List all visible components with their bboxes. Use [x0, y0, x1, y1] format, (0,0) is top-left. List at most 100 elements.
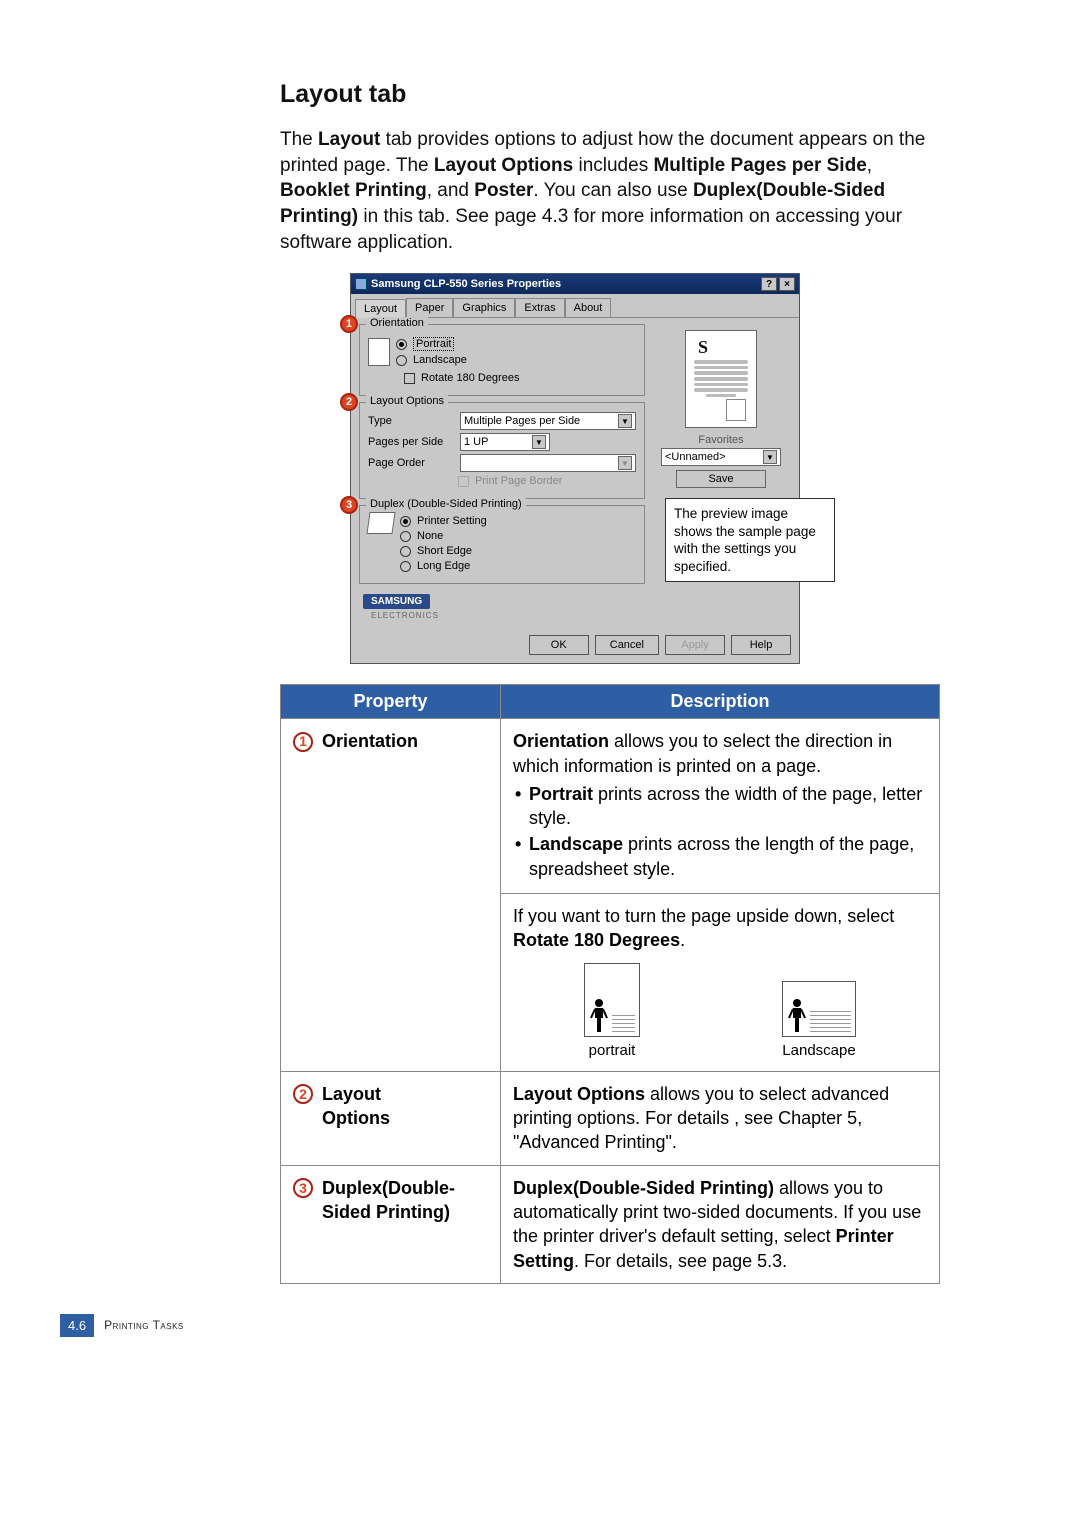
- brand-strip: SAMSUNG ELECTRONICS: [359, 590, 645, 621]
- chevron-down-icon: ▼: [532, 435, 546, 449]
- radio-portrait[interactable]: [396, 339, 407, 350]
- row3-name: Duplex(Double-Sided Printing): [322, 1176, 455, 1225]
- tab-strip: Layout Paper Graphics Extras About: [351, 294, 799, 318]
- tab-paper[interactable]: Paper: [406, 298, 453, 317]
- intro-t6: . You can also use: [533, 180, 693, 201]
- rotate-label: Rotate 180 Degrees: [421, 372, 519, 384]
- intro-t1: The: [280, 129, 318, 150]
- duplex-icon: [366, 512, 395, 534]
- intro-t4: ,: [867, 155, 872, 176]
- checkbox-border[interactable]: [458, 476, 469, 487]
- intro-t7: in this tab. See page 4.3 for more infor…: [280, 206, 902, 253]
- portrait-figure: portrait: [584, 963, 640, 1061]
- type-select[interactable]: Multiple Pages per Side▼: [460, 412, 636, 430]
- favorites-select[interactable]: <Unnamed> ▼: [661, 448, 781, 466]
- person-icon: [787, 998, 807, 1032]
- dialog-title: Samsung CLP-550 Series Properties: [371, 278, 561, 290]
- radio-short-edge[interactable]: [400, 546, 411, 557]
- help-button[interactable]: ?: [761, 277, 777, 291]
- printer-setting-label: Printer Setting: [417, 515, 487, 527]
- layout-options-group: 2 Layout Options Type Multiple Pages per…: [359, 402, 645, 499]
- tab-graphics[interactable]: Graphics: [453, 298, 515, 317]
- row2-name: LayoutOptions: [322, 1082, 390, 1131]
- radio-long-edge[interactable]: [400, 561, 411, 572]
- chevron-down-icon: ▼: [618, 414, 632, 428]
- chevron-down-icon: ▼: [618, 456, 632, 470]
- radio-printer-setting[interactable]: [400, 516, 411, 527]
- help-dialog-button[interactable]: Help: [731, 635, 791, 655]
- properties-dialog: Samsung CLP-550 Series Properties ? × La…: [350, 273, 800, 664]
- favorites-value: <Unnamed>: [665, 451, 726, 463]
- duplex-group: 3 Duplex (Double-Sided Printing) Printer…: [359, 505, 645, 584]
- tab-extras[interactable]: Extras: [515, 298, 564, 317]
- row1-d2t1: If you want to turn the page upside down…: [513, 906, 894, 926]
- long-edge-label: Long Edge: [417, 560, 470, 572]
- apply-button[interactable]: Apply: [665, 635, 725, 655]
- row1-li2: Landscape prints across the length of th…: [513, 832, 927, 881]
- property-table: Property Description 1 Orientation Orien…: [280, 684, 940, 1284]
- preview-page: S: [685, 330, 757, 428]
- short-edge-label: Short Edge: [417, 545, 472, 557]
- intro-b3: Multiple Pages per Side: [653, 155, 866, 176]
- intro-t5: , and: [427, 180, 475, 201]
- chevron-down-icon: ▼: [763, 450, 777, 464]
- badge-1: 1: [340, 315, 358, 333]
- portrait-label: Portrait: [413, 337, 454, 351]
- dialog-buttons: OK Cancel Apply Help: [351, 629, 799, 663]
- portrait-caption: portrait: [589, 1041, 636, 1061]
- favorites-label: Favorites: [698, 434, 743, 446]
- close-button[interactable]: ×: [779, 277, 795, 291]
- landscape-label: Landscape: [413, 354, 467, 366]
- radio-landscape[interactable]: [396, 355, 407, 366]
- pps-select[interactable]: 1 UP ▼: [460, 433, 550, 451]
- duplex-legend: Duplex (Double-Sided Printing): [366, 498, 526, 510]
- page-icon: [368, 338, 390, 366]
- landscape-figure: Landscape: [782, 981, 856, 1061]
- checkbox-rotate[interactable]: [404, 373, 415, 384]
- row1-li2-b: Landscape: [529, 834, 623, 854]
- border-label: Print Page Border: [475, 475, 562, 487]
- intro-b4: Booklet Printing: [280, 180, 427, 201]
- table-row: 2 LayoutOptions Layout Options allows yo…: [281, 1071, 940, 1165]
- page-number: 4.6: [60, 1314, 94, 1337]
- row3-t2: . For details, see page 5.3.: [574, 1251, 787, 1271]
- row1-badge: 1: [293, 732, 313, 752]
- table-row: 1 Orientation Orientation allows you to …: [281, 719, 940, 894]
- th-description: Description: [501, 685, 940, 719]
- badge-2: 2: [340, 393, 358, 411]
- row1-d2b1: Rotate 180 Degrees: [513, 930, 680, 950]
- chapter-title: Printing Tasks: [104, 1318, 184, 1332]
- none-label: None: [417, 530, 443, 542]
- row3-b1: Duplex(Double-Sided Printing): [513, 1178, 774, 1198]
- row1-name: Orientation: [322, 731, 418, 751]
- tab-about[interactable]: About: [565, 298, 612, 317]
- intro-paragraph: The Layout tab provides options to adjus…: [280, 127, 940, 255]
- table-row: 3 Duplex(Double-Sided Printing) Duplex(D…: [281, 1165, 940, 1283]
- page-footer: 4.6 Printing Tasks: [60, 1314, 960, 1337]
- intro-b5: Poster: [474, 180, 533, 201]
- row3-badge: 3: [293, 1178, 313, 1198]
- electronics-label: ELECTRONICS: [371, 611, 439, 620]
- intro-b1: Layout: [318, 129, 380, 150]
- s-logo: S: [698, 337, 708, 358]
- radio-none[interactable]: [400, 531, 411, 542]
- intro-t3: includes: [573, 155, 653, 176]
- cancel-button[interactable]: Cancel: [595, 635, 659, 655]
- row2-b1: Layout Options: [513, 1084, 645, 1104]
- preview-thumb: [726, 399, 746, 421]
- row1-li1: Portrait prints across the width of the …: [513, 782, 927, 831]
- person-icon: [589, 998, 609, 1032]
- pps-value: 1 UP: [464, 436, 488, 448]
- ok-button[interactable]: OK: [529, 635, 589, 655]
- samsung-logo: SAMSUNG: [363, 594, 430, 609]
- orientation-group: 1 Orientation Portrait Landscape Rotate …: [359, 324, 645, 396]
- tab-layout[interactable]: Layout: [355, 299, 406, 318]
- row1-li1-b: Portrait: [529, 784, 593, 804]
- intro-b2: Layout Options: [434, 155, 573, 176]
- layout-options-legend: Layout Options: [366, 395, 448, 407]
- row1-b1: Orientation: [513, 731, 609, 751]
- row2-badge: 2: [293, 1084, 313, 1104]
- save-button[interactable]: Save: [676, 470, 766, 488]
- order-select[interactable]: ▼: [460, 454, 636, 472]
- pps-label: Pages per Side: [368, 436, 454, 448]
